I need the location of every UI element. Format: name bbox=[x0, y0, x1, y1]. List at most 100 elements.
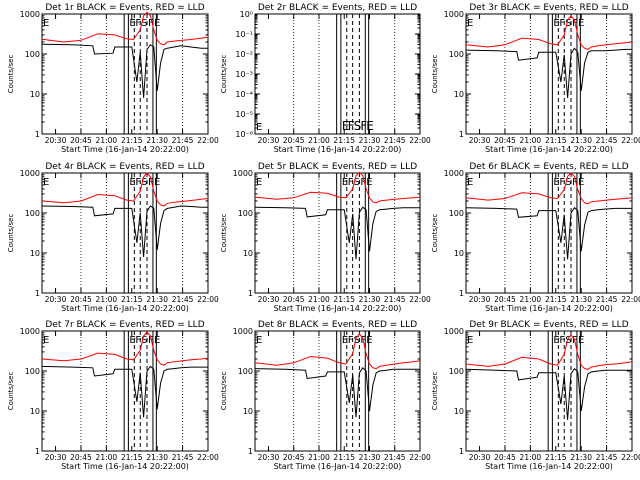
x-tick-label: 21:45 bbox=[596, 295, 618, 304]
flare-marker-label: F bbox=[348, 177, 354, 188]
panel-3: Det 3r BLACK = Events, RED = LLD 1 10 100 10… bbox=[431, 3, 640, 154]
flare-marker-label: E bbox=[366, 177, 372, 188]
series-line-events bbox=[254, 206, 420, 260]
x-tick-label: 21:00 bbox=[96, 453, 118, 462]
panel-title: Det 7r BLACK = Events, RED = LLD bbox=[45, 320, 204, 330]
panel-title: Det 6r BLACK = Events, RED = LLD bbox=[469, 162, 628, 172]
series-line-lld bbox=[41, 11, 209, 46]
y-tick-label: 1000 bbox=[444, 10, 464, 19]
x-tick-label: 21:15 bbox=[121, 295, 143, 304]
flare-marker-label: E bbox=[154, 177, 160, 188]
series-line-lld bbox=[465, 14, 633, 50]
y-tick-label: 10 bbox=[30, 249, 40, 258]
x-tick-label: 22:00 bbox=[197, 453, 219, 462]
x-axis-label: Start Time (16-Jan-14 20:22:00) bbox=[61, 462, 189, 471]
y-axis-label: Counts/sec bbox=[220, 55, 228, 94]
x-tick-label: 20:45 bbox=[70, 295, 92, 304]
start-marker-label: E bbox=[256, 335, 262, 346]
panel-6: Det 6r BLACK = Events, RED = LLD 1 10 100 10… bbox=[431, 162, 640, 313]
x-tick-label: 21:30 bbox=[146, 136, 168, 145]
x-tick-label: 21:30 bbox=[570, 136, 592, 145]
y-axis-label: Counts/sec bbox=[7, 372, 15, 411]
plot-frame bbox=[465, 13, 633, 135]
x-tick-label: 20:30 bbox=[469, 295, 491, 304]
x-tick-label: 21:15 bbox=[333, 295, 355, 304]
panel-7: Det 7r BLACK = Events, RED = LLD 1 10 100 10… bbox=[7, 320, 219, 471]
y-tick-label: 10⁻³ bbox=[235, 70, 253, 79]
x-tick-label: 21:15 bbox=[333, 136, 355, 145]
flare-marker-label: S bbox=[354, 119, 362, 133]
x-tick-label: 20:30 bbox=[469, 453, 491, 462]
x-tick-label: 22:00 bbox=[409, 295, 431, 304]
plot-frame bbox=[41, 330, 209, 452]
y-tick-label: 100 bbox=[449, 367, 464, 376]
series-line-events bbox=[41, 365, 208, 418]
flare-marker-label: E bbox=[578, 335, 584, 346]
panel-title: Det 4r BLACK = Events, RED = LLD bbox=[45, 162, 204, 172]
y-tick-label: 1 bbox=[35, 447, 40, 456]
y-tick-label: 100 bbox=[25, 367, 40, 376]
x-axis-label: Start Time (16-Jan-14 20:22:00) bbox=[274, 304, 402, 313]
y-axis-label: Counts/sec bbox=[431, 372, 439, 411]
flare-marker-label: E bbox=[578, 177, 584, 188]
flare-marker-label: E bbox=[154, 18, 160, 29]
y-tick-label: 100 bbox=[449, 50, 464, 59]
y-tick-label: 1000 bbox=[444, 169, 464, 178]
flare-marker-label: F bbox=[135, 177, 141, 188]
x-axis-label: Start Time (16-Jan-14 20:22:00) bbox=[274, 462, 402, 471]
flare-marker-label: S bbox=[565, 177, 571, 188]
plot-frame bbox=[254, 330, 421, 452]
plot-frame bbox=[465, 172, 633, 294]
x-tick-label: 22:00 bbox=[197, 136, 219, 145]
x-tick-label: 20:45 bbox=[494, 453, 516, 462]
y-tick-label: 100 bbox=[25, 50, 40, 59]
flare-marker-label: S bbox=[565, 18, 571, 29]
x-tick-label: 20:45 bbox=[70, 453, 92, 462]
y-tick-label: 1 bbox=[459, 289, 464, 298]
y-axis-label: Counts/sec bbox=[431, 214, 439, 253]
flare-marker-label: F bbox=[572, 177, 578, 188]
y-tick-label: 1000 bbox=[20, 327, 40, 336]
y-tick-label: 10 bbox=[243, 407, 253, 416]
flare-marker-label: F bbox=[360, 119, 367, 133]
x-tick-label: 20:30 bbox=[469, 136, 491, 145]
flare-marker-label: F bbox=[559, 335, 565, 346]
x-tick-label: 21:30 bbox=[570, 295, 592, 304]
flare-marker-label: S bbox=[141, 177, 147, 188]
panel-5: Det 5r BLACK = Events, RED = LLD 1 10 100 10… bbox=[220, 162, 431, 313]
x-tick-label: 21:00 bbox=[96, 136, 118, 145]
series-line-lld bbox=[254, 332, 421, 370]
start-marker-label: E bbox=[256, 122, 262, 133]
flare-marker-label: S bbox=[354, 335, 360, 346]
flare-marker-label: E bbox=[129, 18, 135, 29]
flare-marker-label: F bbox=[135, 335, 141, 346]
panel-4: Det 4r BLACK = Events, RED = LLD 1 10 100 10… bbox=[7, 162, 219, 313]
y-tick-label: 10⁰ bbox=[240, 10, 253, 19]
x-tick-label: 21:30 bbox=[359, 295, 381, 304]
x-tick-label: 21:15 bbox=[545, 136, 567, 145]
x-tick-label: 21:45 bbox=[172, 453, 194, 462]
start-marker-label: E bbox=[43, 177, 49, 188]
x-tick-label: 20:45 bbox=[283, 453, 305, 462]
y-tick-label: 10 bbox=[30, 407, 40, 416]
y-axis-label: Counts/sec bbox=[220, 372, 228, 411]
x-tick-label: 22:00 bbox=[409, 136, 431, 145]
y-tick-label: 1 bbox=[248, 289, 253, 298]
flare-marker-label: F bbox=[559, 18, 565, 29]
flare-marker-label: E bbox=[342, 177, 348, 188]
plot-frame bbox=[41, 13, 209, 135]
x-tick-label: 22:00 bbox=[197, 295, 219, 304]
flare-marker-label: S bbox=[141, 18, 147, 29]
x-tick-label: 21:30 bbox=[146, 453, 168, 462]
flare-marker-label: E bbox=[578, 18, 584, 29]
plot-frame bbox=[41, 172, 209, 294]
series-line-events bbox=[41, 43, 208, 98]
y-axis-label: Counts/sec bbox=[7, 55, 15, 94]
x-tick-label: 20:30 bbox=[45, 136, 67, 145]
x-axis-label: Start Time (16-Jan-14 20:22:00) bbox=[485, 304, 613, 313]
x-tick-label: 21:45 bbox=[384, 136, 406, 145]
plot-frame bbox=[465, 330, 633, 452]
y-tick-label: 10⁻⁵ bbox=[235, 110, 253, 119]
x-tick-label: 21:00 bbox=[96, 295, 118, 304]
flare-marker-label: E bbox=[553, 335, 559, 346]
